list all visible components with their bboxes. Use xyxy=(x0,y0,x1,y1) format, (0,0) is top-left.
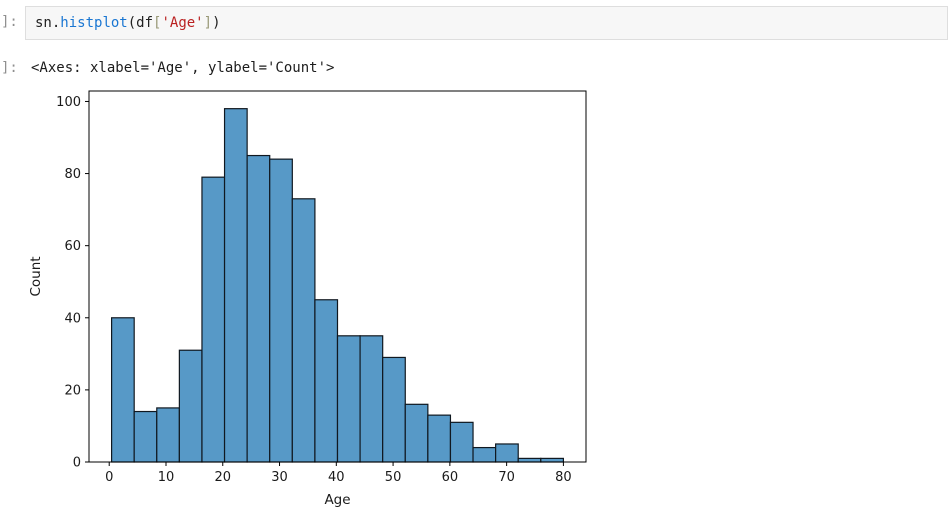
histogram-bar xyxy=(178,349,203,463)
x-tick-label: 20 xyxy=(214,470,231,485)
histogram-bar xyxy=(291,198,316,463)
y-tick-label: 80 xyxy=(64,167,81,182)
y-axis-label: Count xyxy=(28,256,44,296)
histogram-bar xyxy=(382,356,406,463)
histogram-bar xyxy=(269,158,293,463)
x-tick-label: 40 xyxy=(328,470,345,485)
histogram-bar xyxy=(133,410,158,463)
histogram-bar xyxy=(404,403,429,463)
output-prompt: ]: xyxy=(1,60,18,76)
code-token-bracket: [ xyxy=(153,15,162,31)
histogram-bar xyxy=(223,108,248,463)
x-tick-label: 60 xyxy=(442,470,459,485)
x-tick-label: 30 xyxy=(271,470,288,485)
x-axis-label: Age xyxy=(324,492,350,508)
code-token-name: sn xyxy=(35,15,52,31)
y-tick-label: 20 xyxy=(64,383,81,398)
histogram-bar xyxy=(427,414,452,463)
code-editor[interactable]: sn.histplot(df['Age']) xyxy=(25,6,948,40)
x-tick-label: 80 xyxy=(555,470,572,485)
y-tick-label: 0 xyxy=(73,456,81,471)
code-token-name: df xyxy=(136,15,154,31)
histogram-bar xyxy=(201,176,226,463)
histogram-bar xyxy=(314,299,339,463)
histogram-svg: 0 10 20 30 40 50 60 70 80 0 20 40 60 80 100 Age Count xyxy=(28,90,587,508)
histogram-figure: 0 10 20 30 40 50 60 70 80 0 20 40 60 80 100 Age Count xyxy=(0,85,640,522)
input-prompt: ]: xyxy=(1,14,18,30)
code-token-punct: . xyxy=(51,15,61,31)
code-token-punct: ( xyxy=(127,15,137,31)
code-token-function: histplot xyxy=(60,15,128,31)
y-tick-label: 40 xyxy=(64,311,81,326)
x-tick-label: 10 xyxy=(158,470,175,485)
histogram-bar xyxy=(359,335,384,463)
x-tick-label: 50 xyxy=(385,470,402,485)
histogram-bar xyxy=(156,407,180,463)
y-tick-label: 60 xyxy=(64,239,81,254)
x-tick-label: 70 xyxy=(498,470,515,485)
code-token-string: 'Age' xyxy=(161,15,204,31)
code-line: sn.histplot(df['Age']) xyxy=(35,15,221,31)
x-tick-label: 0 xyxy=(105,470,113,485)
histogram-bar xyxy=(246,154,271,463)
histogram-bar xyxy=(449,421,474,463)
code-token-punct: ) xyxy=(212,15,221,31)
axes-spines xyxy=(88,90,587,463)
histogram-bar xyxy=(517,457,542,463)
histogram-bar xyxy=(540,457,564,463)
histogram-bar xyxy=(110,317,135,463)
histogram-bar xyxy=(336,335,361,463)
y-tick-label: 100 xyxy=(56,95,81,110)
code-token-bracket: ] xyxy=(203,15,213,31)
histogram-bar xyxy=(472,446,497,463)
output-repr: <Axes: xlabel='Age', ylabel='Count'> xyxy=(31,60,335,76)
histogram-bar xyxy=(495,443,519,463)
